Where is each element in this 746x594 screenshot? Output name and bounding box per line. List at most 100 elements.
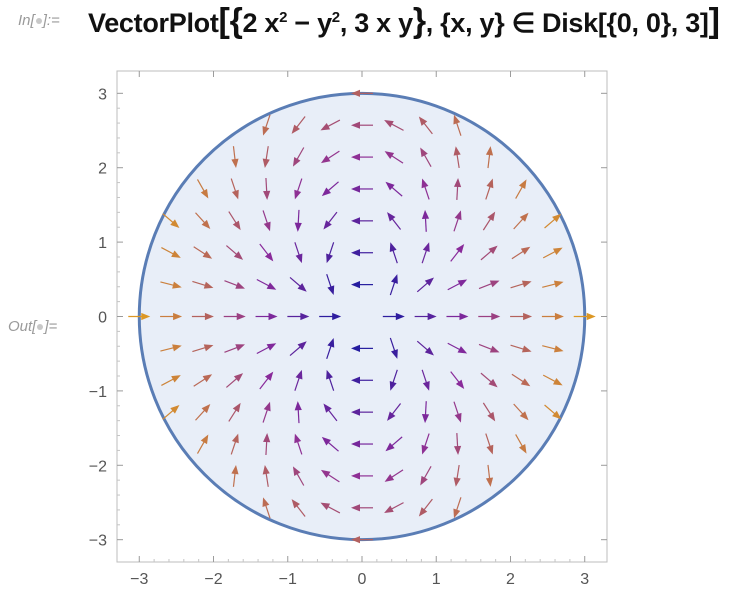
vector-arrow — [231, 146, 239, 169]
vector-arrow — [351, 440, 373, 448]
vector-arrow — [294, 401, 302, 424]
vector-arrow — [387, 212, 402, 230]
vector-arrow — [262, 401, 271, 423]
vector-arrow — [230, 178, 239, 200]
vector-arrow — [351, 344, 373, 352]
vector-arrow — [385, 436, 403, 452]
vector-arrow — [193, 246, 213, 259]
y-tick-label: 1 — [98, 235, 107, 252]
vector-arrow — [351, 217, 373, 225]
vector-arrow — [420, 147, 432, 167]
vector-arrow — [262, 114, 271, 136]
vector-arrow — [263, 177, 271, 200]
vector-arrow — [224, 344, 245, 353]
vector-arrow — [416, 277, 434, 293]
vector-arrow — [291, 116, 306, 134]
vector-arrow — [351, 153, 373, 161]
vector-arrow — [320, 150, 340, 164]
y-tick-label: −2 — [89, 458, 107, 475]
vector-arrow — [382, 312, 405, 321]
vector-arrow — [450, 244, 465, 262]
vector-arrow — [223, 312, 246, 321]
vector-arrow — [259, 371, 274, 390]
x-tick-label: −3 — [130, 571, 148, 588]
vector-arrow — [351, 121, 373, 129]
vector-arrow — [510, 280, 532, 289]
x-tick-label: 3 — [580, 571, 589, 588]
vector-arrow — [513, 403, 529, 421]
vector-arrow — [263, 433, 271, 456]
vector-arrow — [447, 279, 468, 291]
vector-arrow — [195, 404, 211, 421]
vector-arrow — [510, 344, 532, 353]
expr-term-1: 2 x — [242, 8, 280, 38]
y-tick-label: −3 — [89, 533, 107, 550]
vector-arrow — [384, 151, 404, 164]
input-prompt: In[]:= — [18, 12, 60, 29]
y-tick-label: 2 — [98, 161, 107, 178]
vector-arrow — [294, 209, 302, 232]
vector-arrow — [485, 146, 494, 169]
vector-arrow — [510, 312, 533, 321]
vector-arrow — [482, 402, 496, 422]
vector-arrow — [321, 181, 339, 197]
vector-arrow — [224, 280, 245, 289]
vector-arrow — [259, 243, 274, 262]
exponent-2: 2 — [331, 9, 340, 26]
vector-arrow — [128, 312, 151, 321]
vector-arrow — [320, 469, 340, 483]
open-brace: { — [229, 2, 243, 40]
cell-label-dot-icon — [37, 324, 44, 330]
vector-arrow — [192, 280, 214, 289]
vector-arrow — [453, 114, 462, 136]
x-tick-label: −1 — [279, 571, 297, 588]
vector-arrow — [513, 212, 529, 230]
vector-arrow — [515, 179, 527, 199]
vector-arrow — [478, 280, 500, 290]
vector-arrow — [162, 404, 180, 420]
vector-arrow — [320, 119, 341, 131]
vector-arrow — [326, 273, 335, 296]
vector-arrow — [485, 178, 494, 200]
vector-arrow — [326, 242, 335, 264]
vector-arrow — [225, 373, 244, 388]
vector-arrow — [450, 371, 465, 389]
vector-arrow — [196, 179, 209, 199]
vector-arrow — [161, 247, 181, 258]
vector-arrow — [389, 337, 398, 359]
vector-arrow — [225, 245, 244, 260]
vector-arrow — [294, 433, 303, 455]
expr-term-2: − y — [287, 8, 332, 38]
vector-arrow — [384, 120, 404, 131]
vector-arrow — [162, 213, 180, 229]
vector-arrow — [453, 433, 462, 456]
vector-arrow — [515, 434, 527, 454]
vector-arrow — [262, 210, 271, 232]
vector-arrow — [421, 401, 430, 424]
vector-arrow — [351, 89, 373, 97]
vector-arrow — [161, 375, 181, 386]
expr-term-3: , 3 x y — [339, 8, 413, 38]
vector-arrow — [480, 245, 498, 261]
exponent-1: 2 — [279, 9, 288, 26]
vector-arrow — [421, 242, 430, 264]
vector-arrow — [255, 312, 278, 321]
vector-arrow — [478, 312, 501, 321]
input-code[interactable]: VectorPlot[{2 x2 − y2, 3 x y}, {x, y} ∈ … — [88, 2, 720, 41]
x-tick-label: 2 — [506, 571, 515, 588]
vector-arrow — [228, 402, 241, 422]
y-tick-label: 0 — [98, 310, 107, 327]
vector-arrow — [384, 469, 404, 482]
vector-arrow — [294, 242, 303, 264]
vector-arrow — [385, 181, 403, 197]
vector-arrow — [511, 373, 531, 387]
vector-arrow — [478, 343, 500, 353]
vector-arrow — [542, 247, 563, 259]
vector-arrow — [416, 340, 434, 356]
vector-arrow — [262, 497, 271, 519]
vector-arrow — [294, 369, 303, 391]
vector-arrow — [160, 312, 183, 321]
vector-arrow — [320, 502, 341, 514]
x-tick-label: −2 — [204, 571, 222, 588]
